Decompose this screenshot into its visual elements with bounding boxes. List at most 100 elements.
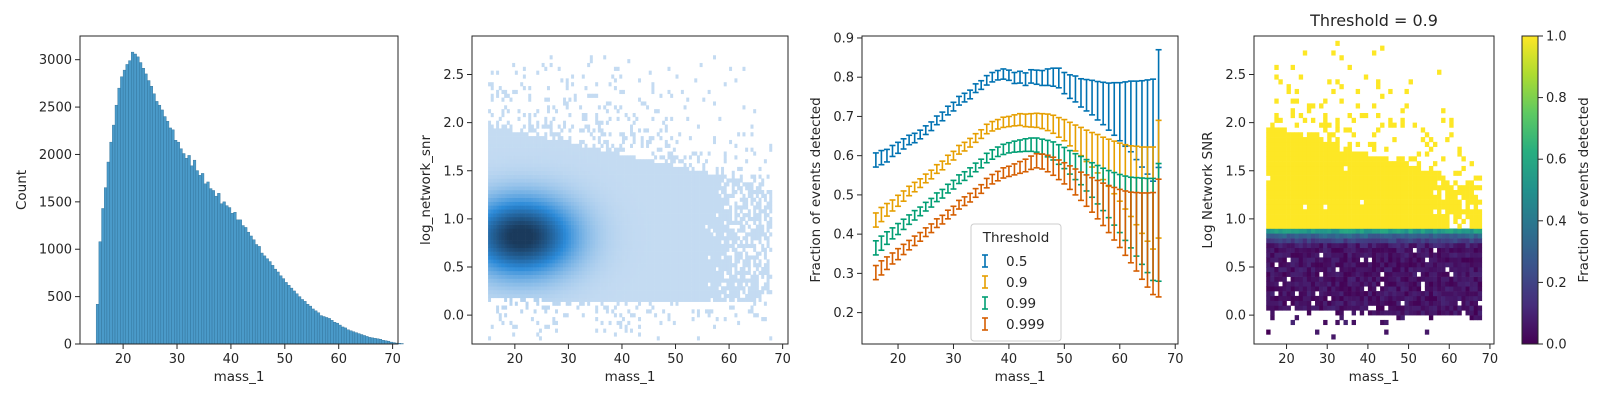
density-cell	[713, 263, 716, 268]
density-cell	[493, 274, 497, 279]
density-cell	[624, 267, 628, 272]
density-cell	[493, 163, 497, 168]
density-cell	[723, 297, 727, 302]
density-cell	[549, 224, 553, 229]
density-cell	[600, 251, 604, 256]
density-cell	[560, 263, 564, 268]
density-cell	[509, 290, 513, 295]
density-cell	[555, 270, 558, 275]
density-cell	[504, 186, 508, 191]
density-cell	[538, 293, 542, 299]
density-cell	[630, 236, 633, 241]
density-cell	[707, 236, 711, 241]
density-cell	[509, 136, 513, 141]
density-cell	[541, 124, 545, 129]
density-cell	[630, 174, 633, 179]
density-cell	[667, 166, 671, 172]
density-cell	[589, 293, 593, 299]
density-cell	[758, 182, 762, 187]
histogram-bar	[233, 212, 237, 345]
density-cell	[493, 155, 497, 160]
density-cell	[611, 182, 615, 187]
density-cell	[488, 236, 492, 241]
density-cell	[704, 216, 708, 222]
density-cell	[506, 139, 510, 145]
density-cell	[544, 193, 548, 198]
density-cell	[533, 232, 537, 237]
density-cell	[490, 293, 494, 299]
density-cell	[555, 267, 558, 272]
density-cell	[763, 301, 767, 306]
density-cell	[715, 190, 719, 195]
density-cell	[536, 267, 540, 272]
density-cell	[504, 105, 508, 110]
density-cell	[611, 205, 615, 210]
density-cell	[651, 274, 655, 279]
density-cell	[589, 213, 593, 218]
density-cell	[592, 174, 596, 179]
density-cell	[490, 151, 494, 156]
density-cell	[560, 151, 564, 156]
density-cell	[579, 209, 583, 214]
density-cell	[680, 282, 684, 287]
density-cell	[528, 251, 532, 256]
density-cell	[587, 190, 591, 195]
density-cell	[651, 243, 655, 249]
density-cell	[541, 136, 545, 141]
density-cell	[659, 220, 663, 225]
density-cell	[563, 147, 567, 152]
density-cell	[713, 101, 716, 106]
density-cell	[549, 293, 553, 299]
density-cell	[549, 255, 553, 260]
density-cell	[565, 205, 569, 210]
density-cell	[769, 147, 773, 152]
density-cell	[734, 247, 738, 252]
density-cell	[581, 236, 585, 241]
density-cell	[595, 147, 599, 152]
density-cell	[742, 278, 746, 283]
density-cell	[686, 259, 690, 264]
density-cell	[726, 282, 730, 287]
density-cell	[538, 182, 542, 187]
density-cell	[608, 320, 612, 326]
density-cell	[621, 317, 625, 322]
density-cell	[721, 286, 725, 291]
density-cell	[528, 290, 532, 295]
density-cell	[605, 178, 609, 183]
density-cell	[538, 170, 542, 175]
density-cell	[715, 186, 719, 191]
density-cell	[522, 155, 526, 160]
density-cell	[723, 213, 727, 218]
density-cell	[648, 293, 652, 299]
density-cell	[702, 247, 706, 252]
density-cell	[549, 147, 553, 152]
density-cell	[496, 132, 500, 137]
density-cell	[488, 120, 492, 125]
density-cell	[605, 305, 609, 310]
density-cell	[549, 228, 553, 233]
density-cell	[488, 197, 492, 202]
density-cell	[686, 170, 690, 175]
density-cell	[512, 178, 516, 183]
density-cell	[546, 155, 550, 160]
density-cell	[680, 259, 684, 264]
density-cell	[734, 205, 738, 210]
density-cell	[721, 259, 725, 264]
density-cell	[651, 259, 655, 264]
density-cell	[630, 251, 633, 256]
density-cell	[536, 263, 540, 268]
density-cell	[605, 251, 609, 256]
density-cell	[635, 240, 639, 245]
density-cell	[597, 170, 601, 175]
density-cell	[702, 267, 706, 272]
density-cell	[525, 155, 529, 160]
density-cell	[546, 305, 550, 310]
density-cell	[632, 224, 636, 229]
density-cell	[512, 232, 516, 237]
density-cell	[608, 224, 612, 229]
density-cell	[638, 205, 642, 210]
density-cell	[488, 213, 492, 218]
density-cell	[608, 267, 612, 272]
density-cell	[616, 297, 620, 302]
density-cell	[688, 247, 692, 252]
